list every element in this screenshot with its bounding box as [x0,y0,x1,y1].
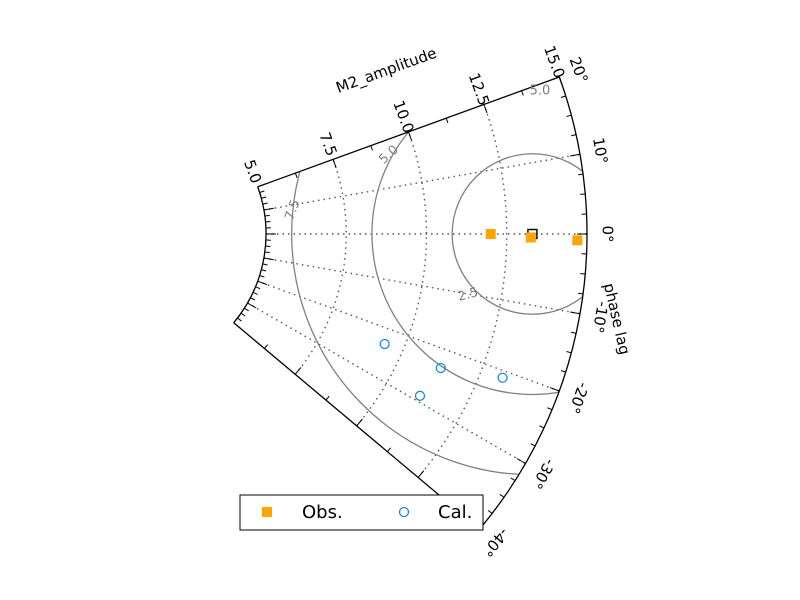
angular-tick [516,458,526,464]
contour-label: 5.0 [530,84,551,99]
legend-box [239,494,484,531]
angular-tick-label: -10° [589,300,612,335]
angular-tick [570,153,581,157]
inner-tick [264,214,270,217]
angular-tick-label: 20° [566,54,592,85]
angular-tick-label: 0° [599,225,617,242]
contour-label: 7.5 [282,198,303,223]
grid-arc [356,131,428,427]
grid-arc [294,159,347,375]
angular-tick [578,292,584,295]
inner-tick [244,307,249,312]
cal-point [497,372,508,383]
angular-tick [560,95,566,98]
radial-tick [294,172,298,178]
legend-obs-label: Obs. [302,502,343,523]
contour-circle [371,77,587,396]
radial-tick-bottom [356,418,363,427]
inner-tick [263,257,274,261]
angular-tick [549,387,560,392]
legend-cal-label: Cal. [438,502,472,523]
radial-tick [521,90,524,96]
inner-tick [262,202,268,205]
angular-tick-label: -20° [565,380,593,416]
radial-tick-bottom [387,447,391,452]
angular-tick [510,477,516,482]
angular-tick [560,370,566,373]
angular-tick [566,114,572,117]
angular-tick [530,443,536,447]
legend: Obs. Cal. [239,494,484,531]
cal-point [414,390,426,401]
obs-point [572,235,583,246]
inner-tick [259,275,265,278]
angular-tick [487,509,493,514]
inner-tick [250,297,256,301]
grid-ray [263,257,581,315]
inner-arc [233,186,267,324]
angular-tick-label: 10° [589,136,611,165]
inner-tick [233,322,242,330]
inner-tick [247,302,257,309]
inner-tick [237,317,242,322]
radial-tick [558,76,563,86]
inner-tick [252,291,258,295]
radial-axis-title: M2_amplitude [334,44,440,98]
contour-label: 2.5 [456,285,480,305]
radial-tick-label: 5.0 [240,157,265,186]
radial-tick-bottom [264,344,269,349]
angular-tick [570,311,581,315]
radial-tick [332,159,337,168]
radial-tick-bottom [325,395,330,401]
angular-tick [578,173,584,176]
legend-obs-marker [262,507,272,517]
grid-arc [417,104,508,478]
radial-tick-label: 7.5 [316,130,341,159]
angular-tick [549,76,560,81]
marker-layer [379,228,583,401]
outer-arc [479,76,588,530]
grid-ray [247,302,526,465]
radial-tick-label: 15.0 [540,43,568,81]
radial-tick [445,118,449,124]
radial-tick-bottom [294,367,302,375]
angular-tick-label: -30° [527,455,559,492]
inner-tick [255,286,261,290]
contour-circle [451,153,587,315]
radial-tick [483,104,488,114]
inner-tick [264,251,270,254]
obs-point [485,229,496,239]
grid-ray [263,153,581,211]
inner-tick [261,269,267,272]
angular-tick [547,407,553,411]
radial-tick [370,145,373,151]
angular-tick [499,493,505,498]
inner-tick [263,207,274,211]
radial-tick-bottom [417,470,425,478]
radial-tick-label: 10.0 [389,98,417,136]
angular-tick [539,425,545,429]
angular-tick [571,331,577,334]
inner-tick [262,263,268,266]
radial-tick-label: 12.5 [465,70,493,108]
obs-point [525,232,536,243]
inner-tick [240,312,246,317]
frame-layer [233,76,588,530]
inner-tick [261,196,267,199]
angular-tick [571,134,577,137]
sector-edge [257,76,560,188]
cal-point [435,362,446,374]
inner-tick [259,190,265,193]
inner-tick [257,280,268,286]
radial-tick-bottom [233,315,240,324]
angular-tick [566,351,572,354]
legend-cal-marker [398,506,410,518]
cal-point [379,338,390,350]
inner-tick [257,182,268,188]
radial-tick [257,186,262,196]
radial-tick [408,131,413,141]
